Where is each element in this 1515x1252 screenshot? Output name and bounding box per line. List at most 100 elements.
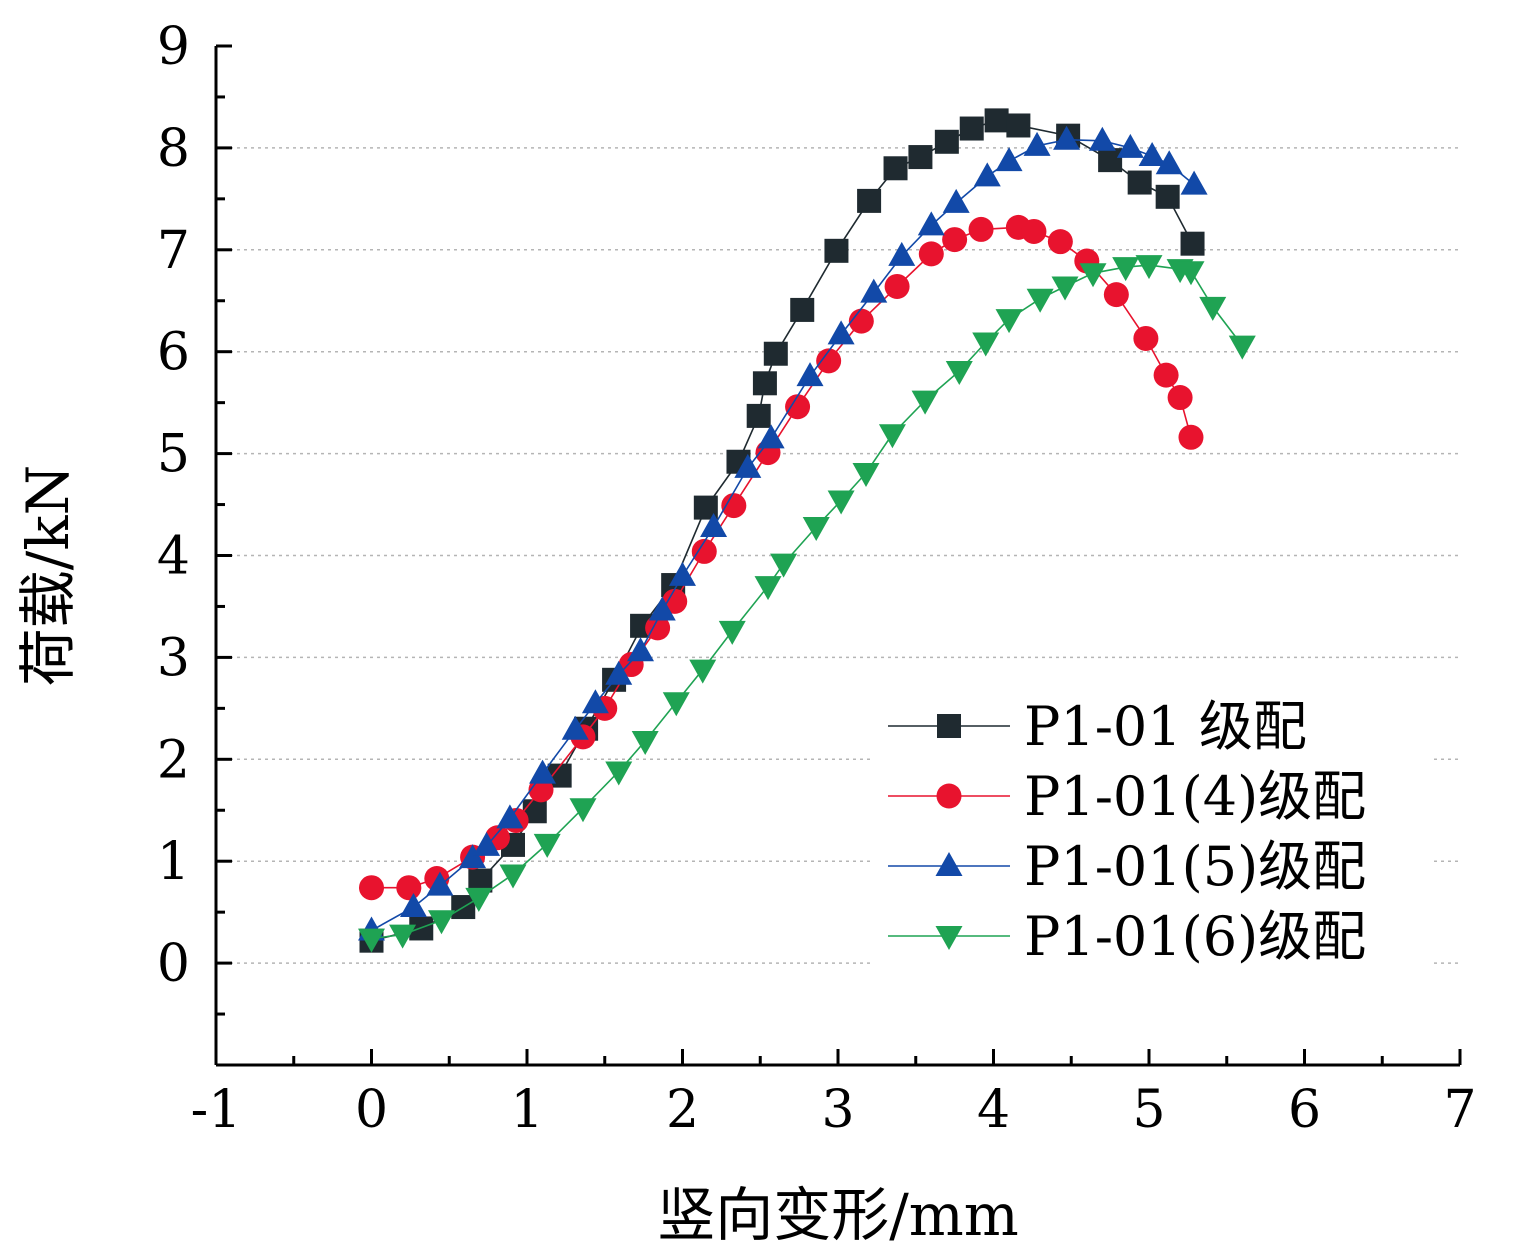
y-tick-label: 4 bbox=[157, 527, 190, 587]
data-point-circle bbox=[884, 273, 910, 299]
data-point-circle bbox=[942, 227, 968, 253]
data-point-triangle-up bbox=[935, 852, 963, 876]
data-point-square bbox=[824, 238, 849, 263]
data-point-triangle-up bbox=[827, 320, 855, 345]
data-point-square bbox=[937, 714, 961, 738]
data-point-square bbox=[934, 129, 959, 154]
data-point-square bbox=[959, 116, 984, 141]
y-tick-label: 6 bbox=[157, 323, 190, 383]
data-point-square bbox=[883, 156, 908, 181]
legend-background bbox=[872, 690, 1432, 970]
data-point-square bbox=[908, 145, 933, 170]
data-point-triangle-down bbox=[827, 490, 855, 515]
data-point-triangle-up bbox=[605, 660, 633, 685]
x-tick-label: 3 bbox=[821, 1080, 854, 1140]
x-tick-label: 2 bbox=[666, 1080, 699, 1140]
legend-label: P1-01(4)级配 bbox=[1024, 765, 1366, 828]
data-point-triangle-up bbox=[734, 453, 762, 478]
series-triangle-down bbox=[358, 255, 1256, 953]
data-point-square bbox=[746, 403, 771, 428]
legend-label: P1-01 级配 bbox=[1024, 695, 1307, 758]
data-point-triangle-down bbox=[569, 798, 597, 823]
data-point-triangle-down bbox=[427, 910, 455, 935]
y-tick-label: 9 bbox=[157, 17, 190, 77]
data-point-triangle-down bbox=[499, 864, 527, 889]
y-tick-label: 2 bbox=[157, 730, 190, 790]
data-point-triangle-up bbox=[669, 561, 696, 586]
data-point-triangle-up bbox=[942, 188, 970, 213]
data-point-square bbox=[984, 108, 1009, 133]
legend-label: P1-01(6)级配 bbox=[1024, 905, 1366, 968]
data-point-triangle-down bbox=[631, 730, 659, 755]
legend-item: P1-01(4)级配 bbox=[888, 765, 1366, 828]
data-point-triangle-down bbox=[802, 516, 830, 541]
data-point-triangle-up bbox=[860, 278, 888, 303]
data-point-square bbox=[857, 188, 882, 213]
data-point-triangle-down bbox=[1228, 335, 1256, 360]
data-point-square bbox=[1180, 231, 1205, 256]
data-point-circle bbox=[1153, 362, 1179, 388]
data-point-triangle-up bbox=[1053, 125, 1081, 150]
data-point-circle bbox=[968, 216, 994, 242]
data-point-square bbox=[763, 341, 788, 366]
data-point-triangle-down bbox=[770, 553, 798, 578]
data-point-circle bbox=[1167, 385, 1193, 411]
data-point-square bbox=[752, 371, 777, 396]
axes: -1 0 1 2 3 4 5 6 7 0 1 2 3 4 5 6 7 8 9 bbox=[157, 17, 1477, 1140]
data-point-circle bbox=[359, 875, 384, 901]
data-point-circle bbox=[785, 394, 811, 420]
y-tick-label: 1 bbox=[157, 832, 190, 892]
data-point-triangle-down bbox=[1112, 257, 1140, 282]
data-point-circle bbox=[918, 241, 944, 267]
data-point-triangle-down bbox=[1026, 288, 1054, 313]
data-point-triangle-up bbox=[529, 759, 557, 784]
data-point-triangle-up bbox=[1155, 150, 1183, 175]
data-point-triangle-up bbox=[917, 211, 945, 236]
data-point-triangle-down bbox=[1199, 296, 1227, 321]
data-point-circle bbox=[396, 875, 422, 901]
legend-item: P1-01 级配 bbox=[888, 695, 1307, 758]
data-point-triangle-up bbox=[973, 162, 1001, 187]
data-point-triangle-down bbox=[689, 659, 717, 684]
data-point-square bbox=[1006, 113, 1031, 138]
data-point-circle bbox=[1047, 229, 1073, 255]
data-point-triangle-up bbox=[888, 241, 916, 266]
legend-item: P1-01(5)级配 bbox=[888, 835, 1366, 898]
data-point-triangle-up bbox=[1180, 170, 1208, 195]
x-axis-title: 竖向变形/mm bbox=[657, 1181, 1019, 1249]
data-point-triangle-up bbox=[581, 689, 609, 714]
data-point-circle bbox=[1021, 218, 1047, 244]
y-tick-label: 5 bbox=[157, 425, 190, 485]
data-point-triangle-up bbox=[1138, 142, 1166, 167]
data-point-triangle-down bbox=[852, 462, 880, 487]
data-point-triangle-down bbox=[718, 620, 746, 645]
data-point-triangle-up bbox=[757, 424, 785, 449]
data-point-triangle-down bbox=[935, 926, 963, 950]
legend-label: P1-01(5)级配 bbox=[1024, 835, 1366, 898]
data-point-circle bbox=[848, 308, 874, 334]
data-point-triangle-up bbox=[459, 844, 487, 869]
legend: P1-01 级配 P1-01(4)级配 P1-01(5)级配 P1-01(6)级配 bbox=[872, 690, 1432, 970]
data-point-circle bbox=[936, 783, 962, 809]
legend-item: P1-01(6)级配 bbox=[888, 905, 1366, 968]
data-point-circle bbox=[1103, 282, 1129, 308]
data-point-triangle-down bbox=[533, 833, 561, 858]
data-point-triangle-down bbox=[754, 576, 782, 601]
x-tick-label: 7 bbox=[1443, 1080, 1476, 1140]
data-point-triangle-up bbox=[426, 871, 454, 896]
y-axis-title: 荷载/kN bbox=[14, 465, 82, 686]
data-point-triangle-down bbox=[389, 924, 417, 949]
x-tick-label: 4 bbox=[977, 1080, 1010, 1140]
data-point-triangle-down bbox=[911, 390, 939, 415]
data-point-triangle-down bbox=[605, 761, 633, 786]
data-point-triangle-up bbox=[627, 637, 655, 662]
data-point-square bbox=[790, 297, 815, 322]
data-point-triangle-down bbox=[662, 692, 690, 717]
data-point-triangle-up bbox=[1023, 131, 1051, 156]
data-point-triangle-up bbox=[399, 893, 427, 918]
data-point-triangle-down bbox=[878, 424, 906, 449]
y-tick-label: 0 bbox=[157, 934, 190, 994]
data-point-triangle-down bbox=[1177, 261, 1205, 286]
